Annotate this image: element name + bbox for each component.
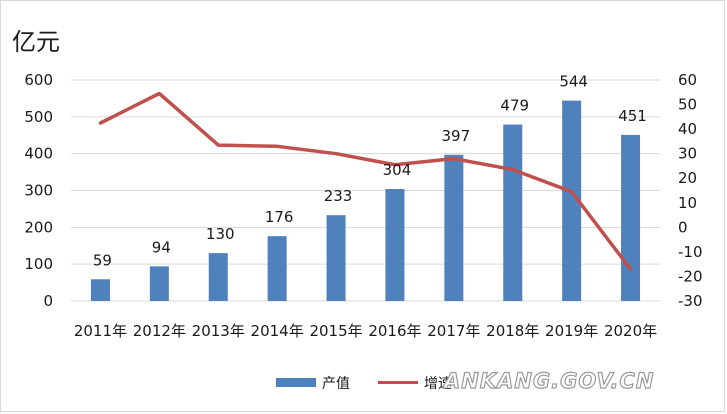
bar	[503, 124, 523, 302]
y-right-tick-label: -10	[678, 243, 703, 261]
data-label: 544	[559, 73, 588, 91]
data-label: 59	[93, 251, 112, 269]
bar	[562, 100, 582, 301]
y-right-tick-label: 40	[678, 120, 697, 138]
y-right-tick-label: 20	[678, 169, 697, 187]
bar	[90, 279, 110, 301]
y-right-tick-label: 0	[678, 218, 688, 236]
unit-title: 亿元	[12, 28, 60, 56]
bar	[621, 134, 641, 301]
growth-point	[157, 92, 161, 96]
data-label: 451	[618, 107, 647, 125]
growth-point	[629, 267, 633, 271]
growth-point	[216, 143, 220, 147]
bar	[149, 266, 169, 301]
data-label: 479	[500, 97, 529, 115]
y-right-tick-label: 50	[678, 96, 697, 114]
y-left-tick-label: 300	[24, 182, 53, 200]
data-label: 233	[324, 187, 353, 205]
y-right-tick-label: 10	[678, 194, 697, 212]
bar	[444, 154, 464, 301]
bar	[208, 253, 228, 301]
x-tick-label: 2011年	[74, 322, 127, 340]
y-left-tick-label: 400	[24, 145, 53, 163]
y-left-tick-label: 100	[24, 255, 53, 273]
y-left-tick-label: 200	[24, 218, 53, 236]
y-left-tick-label: 600	[24, 71, 53, 89]
x-tick-label: 2016年	[368, 322, 421, 340]
bar	[267, 236, 287, 301]
legend-label-line: 增速	[424, 376, 452, 392]
data-label: 130	[206, 225, 235, 243]
growth-line	[98, 91, 633, 271]
growth-point	[393, 163, 397, 167]
growth-point	[570, 190, 574, 194]
data-label: 94	[152, 238, 171, 256]
growth-point	[98, 121, 102, 125]
growth-point	[452, 157, 456, 161]
x-tick-label: 2019年	[545, 322, 598, 340]
data-label: 176	[265, 208, 294, 226]
legend-label-bar: 产值	[322, 376, 350, 392]
x-tick-label: 2020年	[604, 322, 657, 340]
x-tick-label: 2018年	[486, 322, 539, 340]
x-tick-label: 2014年	[251, 322, 304, 340]
data-label: 397	[442, 127, 471, 145]
data-label: 304	[383, 161, 412, 179]
x-tick-label: 2013年	[192, 322, 245, 340]
watermark: ANKANG.GOV.CN	[442, 369, 654, 393]
bar	[326, 215, 346, 301]
x-tick-label: 2017年	[427, 322, 480, 340]
y-left-tick-label: 0	[43, 292, 53, 310]
x-tick-label: 2015年	[309, 322, 362, 340]
y-right-tick-label: -20	[678, 267, 703, 285]
growth-point	[275, 144, 279, 148]
x-tick-label: 2012年	[133, 322, 186, 340]
legend-swatch-bar	[276, 378, 316, 387]
y-right-tick-label: -30	[678, 292, 703, 310]
y-right-tick-label: 30	[678, 145, 697, 163]
y-left-tick-label: 500	[24, 108, 53, 126]
y-right-tick-label: 60	[678, 71, 697, 89]
growth-point	[511, 168, 515, 172]
bar	[385, 189, 405, 301]
growth-point	[334, 152, 338, 156]
